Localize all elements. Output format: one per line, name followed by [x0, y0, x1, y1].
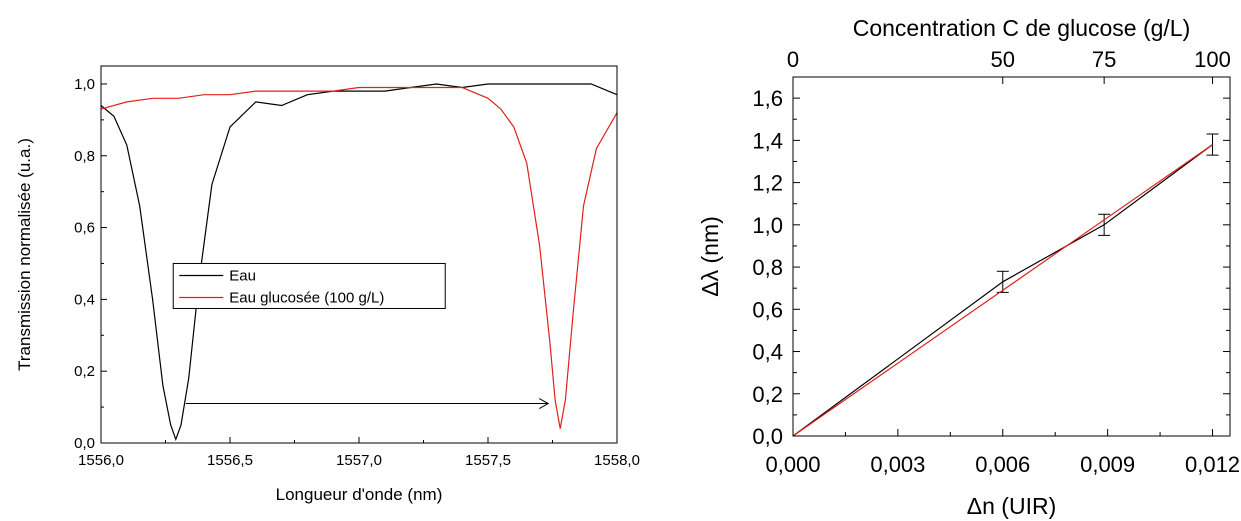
x-tick-label: 0,009 — [1080, 452, 1135, 477]
fit-line — [792, 144, 1213, 437]
y-tick-label: 1,4 — [752, 128, 783, 153]
y-tick-label: 0,4 — [752, 340, 783, 365]
x-tick-label: 1557,0 — [336, 452, 382, 469]
legend-label-eau-glucosee: Eau glucosée (100 g/L) — [229, 289, 384, 306]
shift-vs-index-chart: 0,000 0,003 0,006 0,009 0,012 0,0 0,2 0,4 0,6 0,8… — [697, 15, 1240, 519]
y-tick-label: 0,8 — [74, 148, 95, 165]
y-tick-label: 0,8 — [752, 255, 783, 280]
y-tick-label: 1,2 — [752, 171, 783, 196]
transmission-plot-frame — [100, 65, 618, 444]
y-tick-label: 0,2 — [752, 382, 783, 407]
x-tick-label: 0,003 — [870, 452, 925, 477]
y-tick-label: 0,6 — [74, 220, 95, 237]
shift-arrow-head — [538, 398, 550, 409]
x-tick-label: 0,006 — [975, 452, 1030, 477]
legend-label-eau: Eau — [229, 267, 256, 284]
x-axis-title: Longueur d'onde (nm) — [276, 485, 443, 504]
x-tick-label: 1556,0 — [78, 452, 124, 469]
y-tick-label: 0,2 — [74, 363, 95, 380]
data-line — [792, 144, 1213, 437]
y-tick-label: 1,6 — [752, 86, 783, 111]
shift-plot-frame — [792, 76, 1231, 437]
transmission-chart: 1556,0 1556,5 1557,0 1557,5 1558,0 0,0 0,2 0,4 0… — [15, 65, 640, 504]
y-axis-title: Transmission normalisée (u.a.) — [15, 138, 34, 371]
y-tick-label: 0,4 — [74, 291, 95, 308]
x-tick-label: 1556,5 — [207, 452, 253, 469]
y-tick-label: 0,6 — [752, 297, 783, 322]
top-axis-title: Concentration C de glucose (g/L) — [853, 15, 1191, 41]
x-tick-label: 0,000 — [765, 452, 820, 477]
series-line-eau — [100, 83, 618, 442]
y-tick-label: 0,0 — [752, 424, 783, 449]
x-axis-title: Δn (UIR) — [967, 493, 1056, 519]
legend: Eau Eau glucosée (100 g/L) — [172, 262, 446, 309]
legend-box — [172, 262, 446, 309]
y-tick-label: 1,0 — [74, 76, 95, 93]
y-axis-title: Δλ (nm) — [697, 216, 723, 297]
x-tick-label: 0,012 — [1185, 452, 1240, 477]
x-tick-label: 1558,0 — [594, 452, 640, 469]
y-tick-label: 0,0 — [74, 435, 95, 452]
top-tick-label: 0 — [787, 47, 799, 72]
y-tick-label: 1,0 — [752, 213, 783, 238]
top-tick-label: 75 — [1092, 47, 1116, 72]
series-line-eau-glucosee — [100, 86, 618, 429]
top-tick-label: 50 — [991, 47, 1015, 72]
top-tick-label: 100 — [1194, 47, 1231, 72]
x-tick-label: 1557,5 — [465, 452, 511, 469]
